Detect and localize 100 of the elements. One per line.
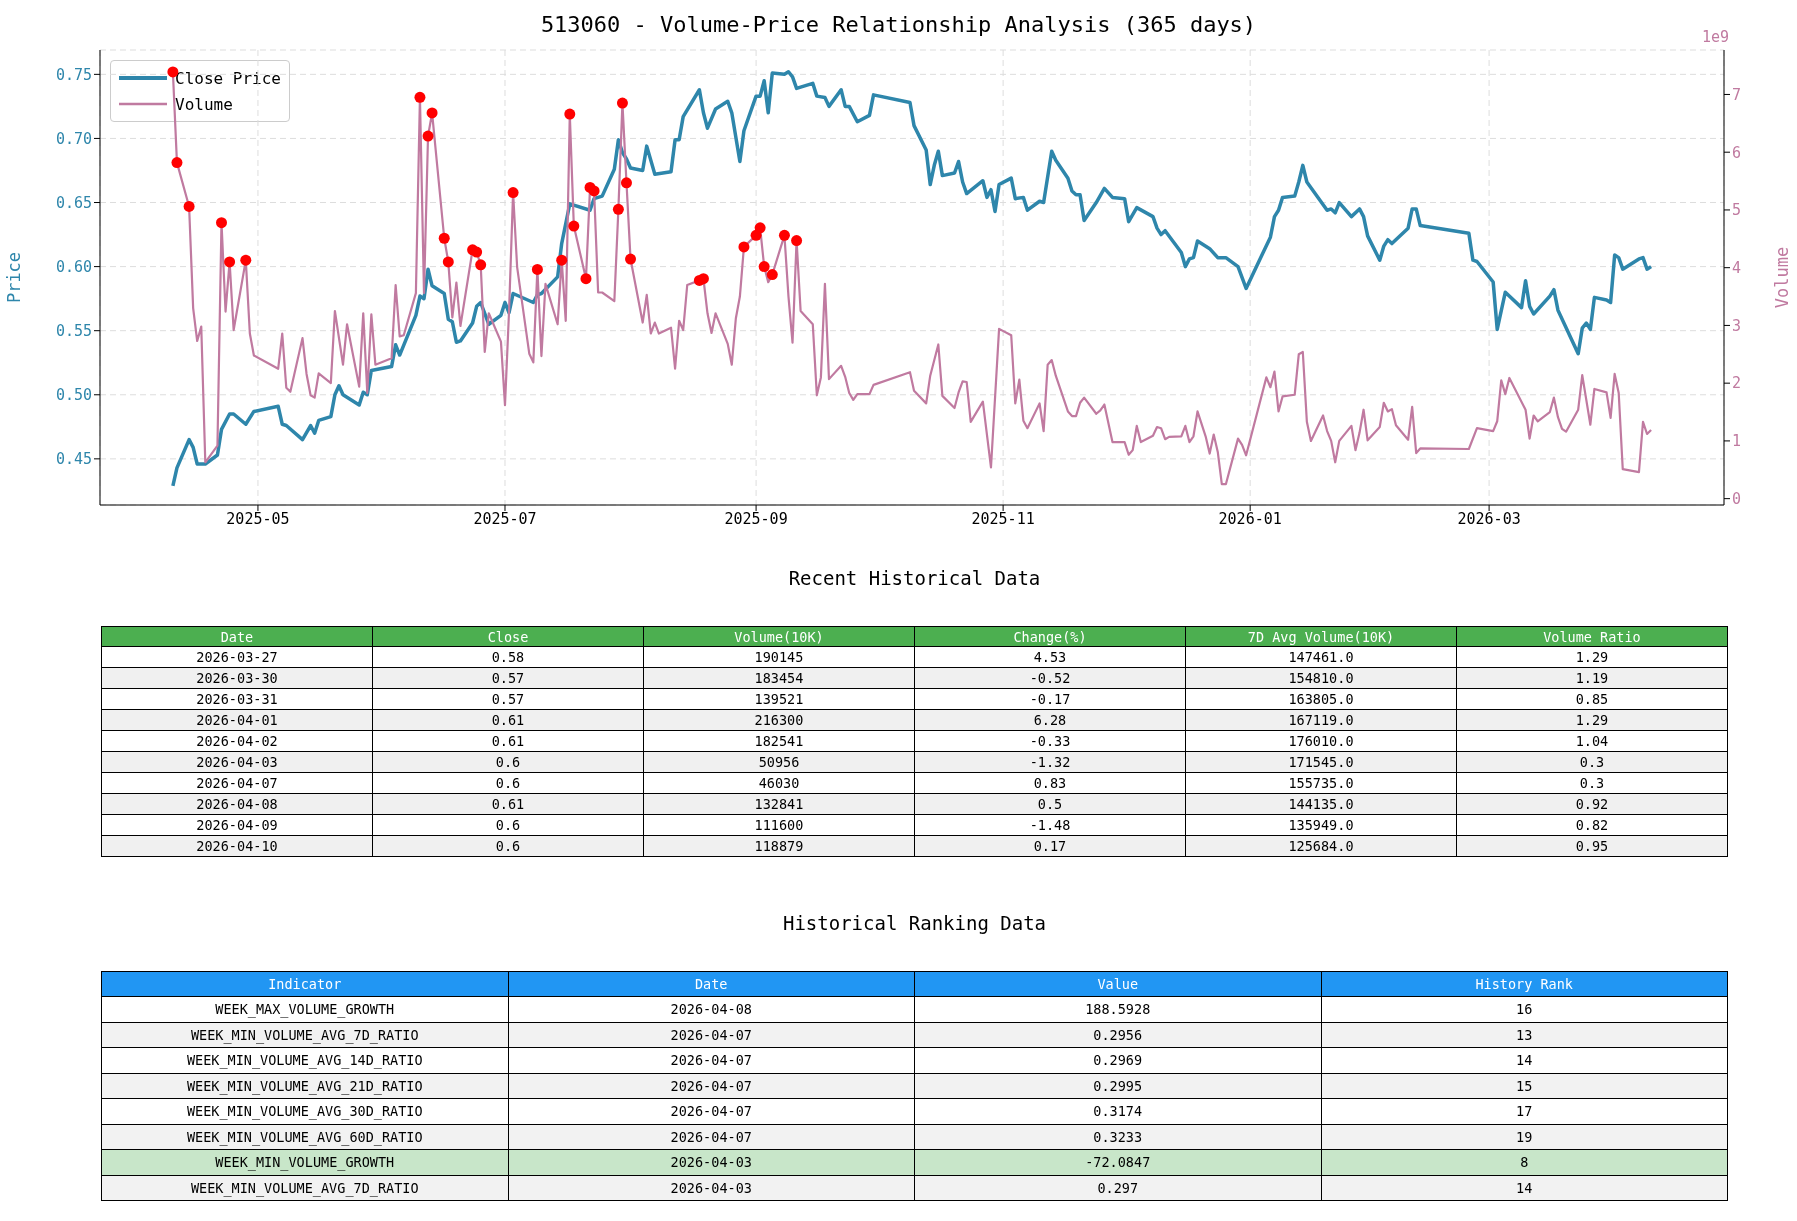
point: [564, 108, 576, 120]
text: 0.3: [1579, 754, 1605, 770]
text: -1.48: [1029, 817, 1071, 833]
text: WEEK_MIN_VOLUME_AVG_30D_RATIO: [186, 1103, 423, 1120]
point: [240, 254, 252, 266]
text: 16: [1516, 1001, 1533, 1018]
y-tick-label: 0.75: [55, 65, 92, 84]
text: 2026-04-10: [196, 838, 278, 854]
text: 0.6: [495, 817, 521, 833]
text: 0.61: [491, 796, 525, 812]
y2-tick-label: 1: [1732, 432, 1742, 451]
text: 144135.0: [1288, 796, 1354, 812]
category-label: Indicator: [101, 971, 508, 997]
point: [216, 217, 227, 229]
point: [442, 256, 454, 268]
text: WEEK_MIN_VOLUME_AVG_7D_RATIO: [190, 1179, 419, 1196]
point: [754, 222, 766, 234]
text: -1.32: [1029, 754, 1071, 770]
text: 6.28: [1033, 712, 1067, 728]
text: 0.3174: [1093, 1103, 1143, 1120]
text: 46030: [758, 775, 800, 791]
text: 0.61: [491, 733, 525, 749]
text: 183454: [754, 670, 804, 686]
text: WEEK_MAX_VOLUME_GROWTH: [215, 1001, 395, 1018]
text: -0.33: [1029, 733, 1071, 749]
text: Recent Historical Data: [787, 566, 1042, 591]
y2-tick-label: 6: [1732, 143, 1742, 162]
text: 0.57: [491, 670, 525, 686]
point: [612, 203, 624, 215]
text: -0.17: [1029, 691, 1071, 707]
text: 163805.0: [1288, 691, 1354, 707]
text: WEEK_MIN_VOLUME_GROWTH: [215, 1154, 395, 1171]
text: 2026-04-07: [670, 1103, 752, 1120]
point: [183, 200, 195, 212]
point: [738, 241, 750, 253]
y2-tick-label: 7: [1732, 85, 1742, 104]
category-label: Date: [508, 971, 915, 997]
text: 0.2995: [1093, 1077, 1143, 1094]
text: 147461.0: [1288, 649, 1354, 665]
text: 190145: [754, 649, 804, 665]
point: [224, 256, 236, 268]
text: 2026-03-27: [196, 649, 278, 665]
text: 17: [1516, 1103, 1533, 1120]
text: 0.85: [1575, 691, 1609, 707]
point: [426, 107, 438, 119]
category-label: Volume(10K): [643, 626, 915, 647]
text: 0.57: [491, 691, 525, 707]
text: 2026-04-01: [196, 712, 278, 728]
y2-tick-label: 4: [1732, 259, 1742, 278]
text: 0.92: [1575, 796, 1609, 812]
text: 2026-03-30: [196, 670, 278, 686]
text: 0.3: [1579, 775, 1605, 791]
y2-tick-label: 5: [1732, 201, 1742, 220]
category-label: Date: [101, 626, 373, 647]
text: WEEK_MIN_VOLUME_AVG_14D_RATIO: [186, 1052, 423, 1069]
text: 0.6: [495, 754, 521, 770]
text: 0.6: [495, 775, 521, 791]
y2-axis-title: Volume: [1772, 246, 1793, 309]
y-tick-label: 0.45: [55, 450, 92, 469]
text: 139521: [754, 691, 804, 707]
x-tick-label: 2026-01: [1218, 509, 1282, 528]
point: [758, 261, 770, 273]
text: 0.2956: [1093, 1026, 1143, 1043]
text: 0.61: [491, 712, 525, 728]
point: [588, 185, 600, 197]
point: [791, 235, 803, 247]
point: [471, 246, 483, 258]
text: 155735.0: [1288, 775, 1354, 791]
text: 50956: [758, 754, 800, 770]
text: 0.95: [1575, 838, 1609, 854]
text: 4.53: [1033, 649, 1067, 665]
point: [616, 97, 628, 109]
text: 13: [1516, 1026, 1533, 1043]
text: WEEK_MIN_VOLUME_AVG_7D_RATIO: [190, 1026, 419, 1043]
category-label: Change(%): [914, 626, 1186, 647]
y-tick-label: 0.70: [55, 129, 92, 148]
point: [414, 91, 426, 103]
x-tick-label: 2025-05: [226, 509, 290, 528]
category-label: History Rank: [1321, 971, 1728, 997]
y-tick-label: 0.55: [55, 322, 92, 341]
text: 0.2969: [1093, 1052, 1143, 1069]
y-tick-label: 0.50: [55, 386, 92, 405]
point: [580, 273, 592, 285]
text: 2026-04-07: [196, 775, 278, 791]
text: 0.58: [491, 649, 525, 665]
text: 0.82: [1575, 817, 1609, 833]
text: 2026-04-08: [670, 1001, 752, 1018]
text: 2026-04-07: [670, 1077, 752, 1094]
x-tick-label: 2025-11: [971, 509, 1035, 528]
category-label: 7D Avg Volume(10K): [1185, 626, 1457, 647]
y2-tick-label: 3: [1732, 316, 1742, 335]
text: WEEK_MIN_VOLUME_AVG_21D_RATIO: [186, 1077, 423, 1094]
category-label: Volume Ratio: [1456, 626, 1728, 647]
text: 188.5928: [1085, 1001, 1151, 1018]
point: [778, 229, 790, 241]
x-tick-label: 2026-03: [1457, 509, 1521, 528]
chart-title: 513060 - Volume-Price Relationship Analysis (365 days): [540, 12, 1257, 37]
text: 8: [1520, 1154, 1529, 1171]
text: 167119.0: [1288, 712, 1354, 728]
text: 14: [1516, 1052, 1533, 1069]
